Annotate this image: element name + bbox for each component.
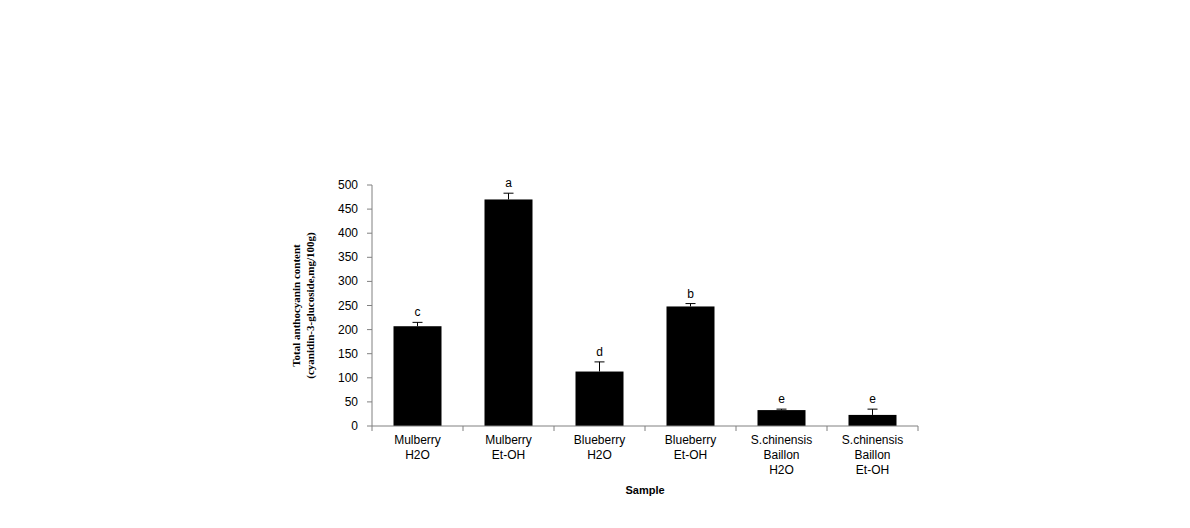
- x-tick-label: S.chinensisBaillonH2O: [751, 433, 812, 477]
- error-bar: [599, 362, 600, 372]
- y-tick-mark: [367, 305, 372, 306]
- y-axis-label: (cyanidin-3-glucoside,mg/100g): [304, 232, 317, 379]
- y-tick-label: 250: [338, 299, 358, 313]
- bar: [667, 306, 715, 426]
- x-tick-label: MulberryEt-OH: [485, 433, 532, 462]
- y-tick-label: 300: [338, 274, 358, 288]
- y-tick-label: 200: [338, 323, 358, 337]
- error-cap: [595, 361, 605, 362]
- chart: c a d b e e 0 50 100 150 200 250 300 350 400 450 500 Mulb…: [0, 0, 1190, 528]
- y-tick-mark: [367, 281, 372, 282]
- error-bar: [508, 193, 509, 199]
- x-tick-mark: [372, 426, 373, 431]
- annotation: e: [778, 392, 785, 406]
- bar: [485, 199, 533, 426]
- error-cap: [686, 303, 696, 304]
- error-cap: [504, 193, 514, 194]
- x-tick-mark: [463, 426, 464, 431]
- y-tick-mark: [367, 401, 372, 402]
- y-tick-mark: [367, 257, 372, 258]
- annotation: d: [596, 345, 603, 359]
- y-tick-mark: [367, 209, 372, 210]
- y-tick-label: 0: [351, 419, 358, 433]
- annotation: a: [505, 176, 512, 190]
- bar: [394, 326, 442, 426]
- error-bar: [872, 409, 873, 415]
- y-tick-mark: [367, 377, 372, 378]
- bar: [849, 415, 897, 426]
- y-tick-label: 50: [345, 395, 359, 409]
- bars: [394, 193, 897, 426]
- y-tick-mark: [367, 353, 372, 354]
- x-tick-mark: [736, 426, 737, 431]
- x-axis-label: Sample: [625, 484, 664, 496]
- x-tick-mark: [554, 426, 555, 431]
- y-tick-mark: [367, 185, 372, 186]
- x-tick-mark: [645, 426, 646, 431]
- error-cap: [777, 409, 787, 410]
- annotation: e: [869, 392, 876, 406]
- error-cap: [868, 409, 878, 410]
- y-tick-label: 400: [338, 226, 358, 240]
- y-tick-mark: [367, 233, 372, 234]
- y-tick-label: 100: [338, 371, 358, 385]
- bar: [758, 410, 806, 426]
- x-tick-mark: [827, 426, 828, 431]
- x-tick-label: BlueberryH2O: [574, 433, 625, 462]
- y-tick-label: 500: [338, 178, 358, 192]
- y-tick-label: 150: [338, 347, 358, 361]
- annotation: c: [415, 305, 421, 319]
- bar: [576, 372, 624, 426]
- x-tick-label: S.chinensisBaillonEt-OH: [842, 433, 903, 477]
- error-bar: [417, 322, 418, 326]
- annotation: b: [687, 287, 694, 301]
- x-tick-label: BlueberryEt-OH: [665, 433, 716, 462]
- y-tick-label: 350: [338, 250, 358, 264]
- x-tick-label: MulberryH2O: [394, 433, 441, 462]
- x-tick-mark: [918, 426, 919, 431]
- error-cap: [413, 322, 423, 323]
- y-tick-mark: [367, 329, 372, 330]
- y-tick-mark: [367, 426, 372, 427]
- y-axis-label: Total anthocyanin content: [290, 244, 302, 367]
- y-tick-label: 450: [338, 202, 358, 216]
